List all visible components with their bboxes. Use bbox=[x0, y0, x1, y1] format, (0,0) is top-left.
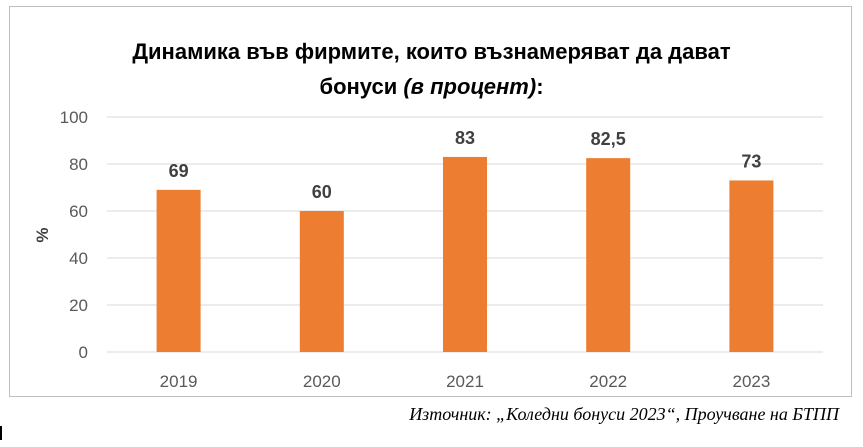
chart-title-prefix: бонуси bbox=[319, 74, 404, 99]
chart-title: Динамика във фирмите, които възнамеряват… bbox=[0, 34, 863, 104]
x-tick-label-2020: 2020 bbox=[303, 372, 341, 391]
y-tick-label: 60 bbox=[69, 202, 88, 221]
y-tick-label: 20 bbox=[69, 296, 88, 315]
data-label-2019: 69 bbox=[169, 161, 189, 181]
bar-2022 bbox=[586, 158, 631, 352]
x-tick-label-2023: 2023 bbox=[732, 372, 770, 391]
source-note: Източник: „Коледни бонуси 2023“, Проучва… bbox=[409, 404, 839, 424]
x-tick-label-2022: 2022 bbox=[589, 372, 627, 391]
bar-2019 bbox=[156, 189, 201, 352]
data-label-2020: 60 bbox=[312, 182, 332, 202]
data-label-2023: 73 bbox=[741, 151, 761, 171]
chart-title-line-2: бонуси (в процент): bbox=[0, 69, 863, 104]
chart-frame bbox=[9, 6, 852, 397]
y-axis-ticks: 0 20 40 60 80 100 bbox=[60, 108, 88, 362]
chart-title-line-1: Динамика във фирмите, които възнамеряват… bbox=[132, 39, 731, 64]
bar-2020 bbox=[299, 211, 344, 352]
x-axis-ticks: 2019 2020 2021 2022 2023 bbox=[160, 372, 771, 391]
bar-2023 bbox=[729, 180, 774, 352]
x-tick-label-2019: 2019 bbox=[160, 372, 198, 391]
bar-2021 bbox=[443, 156, 487, 352]
data-label-2022: 82,5 bbox=[591, 129, 626, 149]
y-tick-label: 0 bbox=[79, 343, 88, 362]
data-label-2021: 83 bbox=[455, 128, 475, 148]
data-labels: 69 60 83 82,5 73 bbox=[169, 128, 762, 202]
bars bbox=[156, 156, 774, 352]
edge-mark bbox=[0, 426, 2, 440]
y-tick-label: 80 bbox=[69, 155, 88, 174]
chart-title-italic: (в процент) bbox=[403, 74, 537, 99]
y-axis-label: % bbox=[33, 227, 52, 242]
y-tick-label: 40 bbox=[69, 249, 88, 268]
x-tick-label-2021: 2021 bbox=[446, 372, 484, 391]
chart-title-suffix: : bbox=[536, 74, 544, 99]
y-tick-label: 100 bbox=[60, 108, 88, 127]
